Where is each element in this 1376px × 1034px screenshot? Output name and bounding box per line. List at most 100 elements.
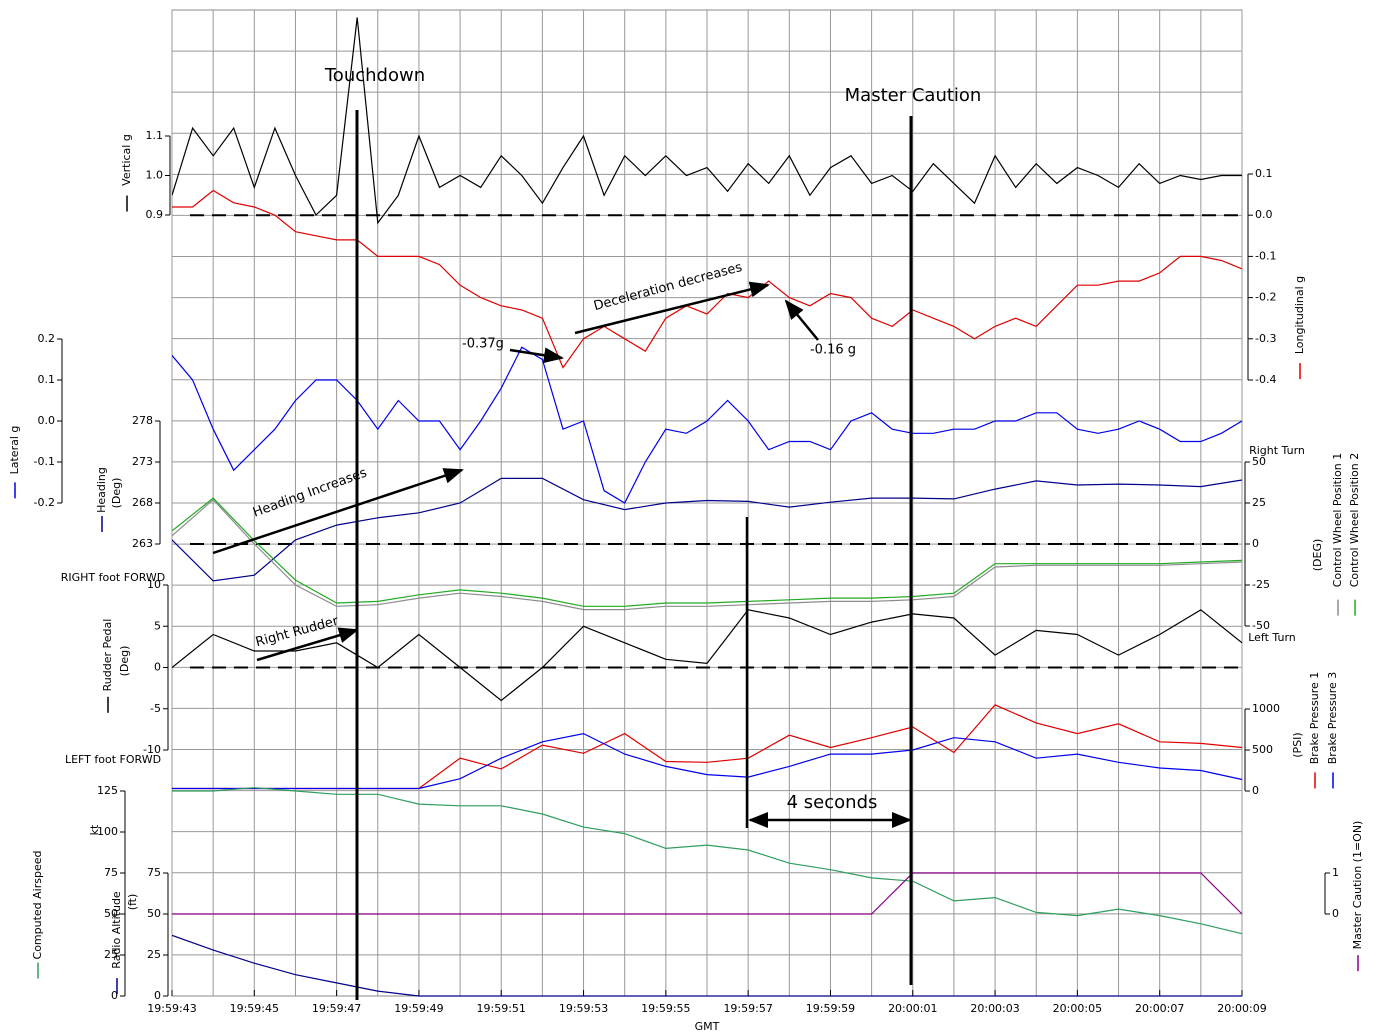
- x-tick-label: 19:59:51: [477, 1002, 526, 1015]
- y-tick-label: 50: [1252, 455, 1266, 468]
- y-tick-label: 0.2: [38, 332, 56, 345]
- rudder-arrow: [256, 627, 359, 662]
- y-tick-label: 25: [147, 948, 161, 961]
- y-tick-label: 273: [132, 455, 153, 468]
- x-tick-label: 19:59:53: [559, 1002, 608, 1015]
- series-line: [172, 787, 1243, 935]
- series-line: [172, 497, 1243, 607]
- y-tick-label: 125: [97, 784, 118, 797]
- y-tick-label: -0.1: [1255, 249, 1276, 262]
- annotation: Deceleration decreases: [592, 260, 744, 314]
- x-tick-label: 20:00:09: [1217, 1002, 1266, 1015]
- x-tick-label: 20:00:03: [970, 1002, 1019, 1015]
- legend-label: Vertical g: [120, 134, 133, 186]
- legend-label: Brake Pressure 3: [1326, 672, 1339, 765]
- y-tick-label: 0: [111, 989, 118, 1002]
- heading-arrow: [212, 468, 464, 555]
- y-tick-label: 0: [1332, 907, 1339, 920]
- y-tick-label: 0.1: [1255, 167, 1273, 180]
- x-axis-label: GMT: [695, 1020, 720, 1033]
- legend-label: Rudder Pedal: [101, 619, 114, 692]
- y-tick-label: -10: [143, 743, 161, 756]
- annotation: LEFT foot FORWD: [65, 753, 161, 766]
- y-tick-label: 25: [1252, 496, 1266, 509]
- y-tick-label: 0: [154, 661, 161, 674]
- x-tick-label: 19:59:59: [806, 1002, 855, 1015]
- y-tick-label: 0.1: [38, 373, 56, 386]
- x-tick-label: 20:00:07: [1135, 1002, 1184, 1015]
- y-tick-label: 75: [147, 866, 161, 879]
- x-tick-label: 20:00:05: [1053, 1002, 1102, 1015]
- series-line: [172, 346, 1243, 504]
- legend-label: Computed Airspeed: [31, 851, 44, 960]
- legend-label: Brake Pressure 1: [1308, 672, 1321, 765]
- y-tick-label: -0.1: [34, 455, 55, 468]
- annotation: Left Turn: [1248, 631, 1296, 644]
- plot-area: [172, 17, 1243, 997]
- y-tick-label: -0.2: [34, 496, 55, 509]
- legend-label: Heading: [95, 467, 108, 513]
- y-tick-label: 0.9: [146, 208, 164, 221]
- y-tick-label: 278: [132, 414, 153, 427]
- x-tick-label: 19:59:43: [147, 1002, 196, 1015]
- annotation: Right Turn: [1249, 444, 1305, 457]
- y-tick-label: 500: [1252, 743, 1273, 756]
- annotation: Master Caution: [845, 85, 982, 106]
- series-line: [172, 732, 1243, 790]
- y-tick-label: 268: [132, 496, 153, 509]
- axis-unit: (ft): [126, 894, 139, 911]
- y-tick-label: 75: [104, 866, 118, 879]
- y-tick-label: 25: [104, 948, 118, 961]
- series-line: [172, 498, 1243, 611]
- x-tick-label: 19:59:55: [641, 1002, 690, 1015]
- y-tick-label: -0.4: [1255, 373, 1276, 386]
- y-tick-label: 0: [1252, 537, 1259, 550]
- annotation: -0.37g: [462, 337, 504, 352]
- y-tick-label: -0.2: [1255, 291, 1276, 304]
- y-tick-label: -5: [150, 702, 161, 715]
- series-line: [172, 872, 1243, 915]
- deceleration-arrow: [574, 281, 770, 335]
- axis-unit: (DEG): [1311, 539, 1324, 572]
- legend-label: Lateral g: [8, 426, 21, 475]
- series-line: [172, 609, 1243, 702]
- y-tick-label: 50: [147, 907, 161, 920]
- y-tick-label: 10: [147, 578, 161, 591]
- x-tick-label: 20:00:01: [888, 1002, 937, 1015]
- legend-label: Radio Altitude: [110, 891, 123, 969]
- y-tick-label: 50: [104, 907, 118, 920]
- axis-unit: (Deg): [110, 478, 123, 509]
- y-tick-label: -50: [1252, 619, 1270, 632]
- series-line: [172, 189, 1243, 369]
- y-tick-label: 263: [132, 537, 153, 550]
- x-tick-label: 19:59:57: [723, 1002, 772, 1015]
- axes: 19:59:43 19:59:45 19:59:47 19:59:49 19:59:51…: [8, 129, 1364, 1015]
- x-tick-label: 19:59:45: [230, 1002, 279, 1015]
- series-line: [172, 934, 1242, 997]
- y-tick-label: 5: [154, 619, 161, 632]
- min-decel-arrow: [509, 347, 564, 364]
- annotation: Touchdown: [324, 65, 425, 86]
- axis-unit: (Deg): [118, 646, 131, 677]
- legend-label: Longitudinal g: [1293, 276, 1306, 354]
- y-tick-label: 1000: [1252, 702, 1280, 715]
- y-tick-label: 0.0: [38, 414, 56, 427]
- legend-label: Control Wheel Position 2: [1348, 453, 1361, 588]
- decel-peak-arrow: [784, 299, 819, 341]
- y-tick-label: 0.0: [1255, 208, 1273, 221]
- legend-label: Control Wheel Position 1: [1331, 453, 1344, 588]
- series-line: [172, 17, 1242, 225]
- y-tick-label: 1: [1332, 866, 1339, 879]
- annotation: -0.16 g: [810, 343, 856, 358]
- y-tick-label: -0.3: [1255, 332, 1276, 345]
- y-tick-label: 1.0: [146, 169, 164, 182]
- axis-unit: (PSI): [1291, 732, 1304, 757]
- y-tick-label: 1.1: [146, 129, 164, 142]
- y-tick-label: 0: [154, 989, 161, 1002]
- annotation: Heading Increases: [251, 465, 369, 520]
- legend-label: Master Caution (1=ON): [1351, 821, 1364, 950]
- y-tick-label: 0: [1252, 784, 1259, 797]
- axis-unit: kt: [88, 824, 101, 835]
- y-tick-label: 100: [97, 825, 118, 838]
